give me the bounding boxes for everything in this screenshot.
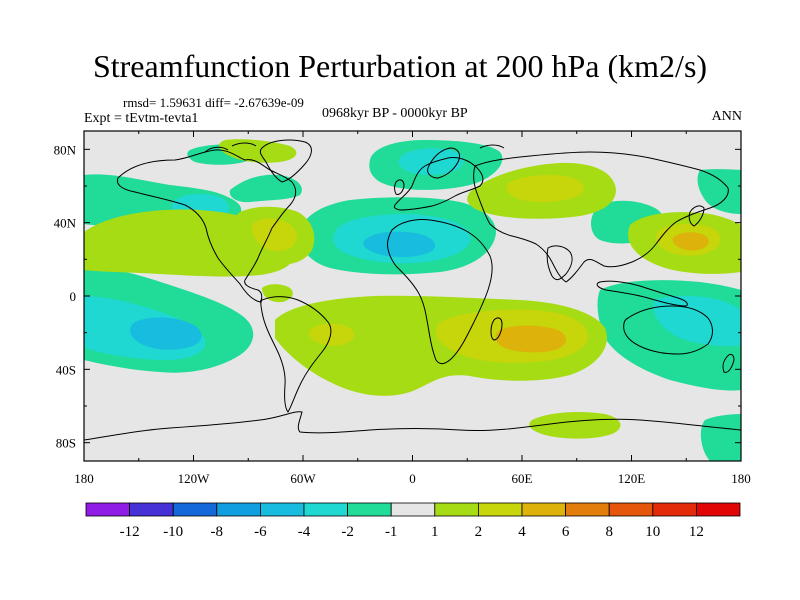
coastline-north-america xyxy=(116,149,297,303)
lon-tick-label: 60W xyxy=(290,471,316,486)
coastline-india xyxy=(546,245,573,281)
latitude-ticks: 80N 40N 0 40S 80S xyxy=(54,142,741,451)
contour-pos1-far-west-pacific xyxy=(84,231,129,257)
lat-tick-label: 80S xyxy=(56,436,76,451)
coastline-australia xyxy=(623,305,713,355)
experiment-label: Expt = tEvtm-tevta1 xyxy=(84,111,199,126)
colorbar-label: -8 xyxy=(211,524,224,540)
lat-tick-label: 0 xyxy=(70,289,77,304)
colorbar-swatch xyxy=(608,502,654,517)
lon-tick-label: 60E xyxy=(512,471,533,486)
colorbar-swatch xyxy=(172,502,218,517)
colorbar-swatch xyxy=(521,502,566,517)
colorbar-swatch xyxy=(259,502,305,517)
colorbar-swatch xyxy=(390,502,436,517)
colorbar-swatch xyxy=(216,502,261,517)
colorbar-swatch xyxy=(477,502,523,517)
colorbar-label: -1 xyxy=(385,524,398,540)
colorbar-label: -2 xyxy=(341,524,354,540)
colorbar-label: 10 xyxy=(645,524,660,540)
contour-pos3-west-pacific xyxy=(672,232,709,251)
colorbar-label: -12 xyxy=(120,524,140,540)
coastline-africa xyxy=(387,219,493,365)
colorbar-label: 12 xyxy=(689,524,704,540)
season-label: ANN xyxy=(711,109,742,124)
lat-tick-label: 80N xyxy=(54,142,77,157)
contour-pos2-eurasia xyxy=(506,174,584,203)
colorbar-swatch xyxy=(565,502,610,517)
coastline-madagascar xyxy=(490,317,503,341)
colorbar-label: -6 xyxy=(254,524,267,540)
coastline-greenland xyxy=(259,139,312,183)
contour-neg3-atlantic xyxy=(363,231,436,258)
colorbar-swatch xyxy=(696,502,741,517)
lon-tick-label: 120E xyxy=(618,471,646,486)
lon-tick-label: 180 xyxy=(74,471,94,486)
period-label: 0968kyr BP - 0000kyr BP xyxy=(322,106,468,121)
lon-tick-label: 180 xyxy=(731,471,751,486)
coastline-south-america xyxy=(260,296,332,413)
colorbar-label: 8 xyxy=(605,524,613,540)
colorbar-label: -10 xyxy=(163,524,183,540)
colorbar-label: 1 xyxy=(431,524,439,540)
coastline-japan xyxy=(688,205,705,227)
contour-neg3-south-pacific xyxy=(130,317,202,350)
coastline-scandinavia xyxy=(427,147,461,179)
contour-fill-layer xyxy=(84,139,741,461)
coastline-asia xyxy=(473,151,729,283)
colorbar-swatch xyxy=(85,502,130,517)
colorbar-label: 6 xyxy=(562,524,570,540)
contour-pos1-southern-ocean xyxy=(529,412,621,439)
colorbar: -12 -10 -8 -6 -4 -2 -1 1 2 4 6 8 10 12 xyxy=(85,502,741,540)
stats-label: rmsd= 1.59631 diff= -2.67639e-09 xyxy=(123,95,304,110)
coastline-layer xyxy=(84,139,741,441)
contour-pos2-south-atlantic xyxy=(308,323,355,346)
colorbar-swatch xyxy=(129,502,174,517)
coastline-europe xyxy=(393,157,484,211)
colorbar-swatch xyxy=(303,502,348,517)
longitude-ticks: 180 120W 60W 0 60E 120E 180 xyxy=(74,131,751,486)
colorbar-swatch xyxy=(434,502,479,517)
contour-neg1-antarctic-east xyxy=(700,414,741,461)
coastline-indonesia xyxy=(596,280,688,307)
colorbar-label: 4 xyxy=(518,524,526,540)
coastline-arctic-islands xyxy=(204,142,505,153)
colorbar-swatch xyxy=(652,502,697,517)
contour-neg2-australia-south xyxy=(653,295,741,347)
lat-tick-label: 40S xyxy=(56,362,76,377)
colorbar-swatch xyxy=(347,502,392,517)
contour-pos2-north-america xyxy=(251,218,297,252)
coastline-uk xyxy=(394,179,405,195)
map-title: Streamfunction Perturbation at 200 hPa (… xyxy=(92,48,708,84)
colorbar-label: -4 xyxy=(298,524,311,540)
lon-tick-label: 120W xyxy=(178,471,211,486)
lon-tick-label: 0 xyxy=(409,471,416,486)
colorbar-label: 2 xyxy=(475,524,483,540)
coastline-antarctica xyxy=(84,411,741,441)
coastline-new-zealand xyxy=(722,353,735,373)
contour-pos3-south-indian xyxy=(495,325,566,353)
contour-neg1-far-east-pacific xyxy=(697,169,741,214)
lat-tick-label: 40N xyxy=(54,216,77,231)
